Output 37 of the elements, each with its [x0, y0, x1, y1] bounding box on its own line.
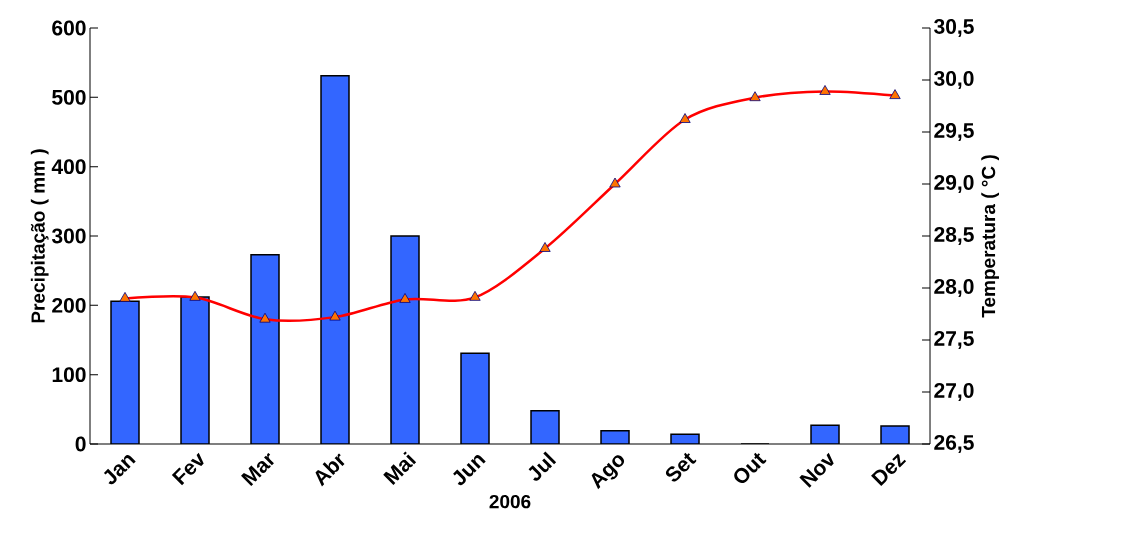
- y2-tick-label: 30,5: [934, 19, 974, 37]
- bar: [250, 253, 280, 444]
- x-tick-label: Set: [665, 452, 697, 482]
- bar: [110, 300, 140, 444]
- bar: [460, 352, 490, 444]
- x-axis-title: 2006: [489, 494, 531, 509]
- y-tick-label: 500: [52, 89, 86, 105]
- y2-axis-title: Temperatura ( °C ): [981, 155, 999, 318]
- x-tick-label: Out: [734, 452, 767, 484]
- y2-tick-label: 27,5: [934, 331, 974, 349]
- bar: [180, 296, 210, 444]
- x-tick-label: Mai: [383, 451, 417, 485]
- y-tick-label: 600: [52, 20, 86, 36]
- y2-tick-label: 29,5: [934, 123, 974, 141]
- y2-tick-label: 28,0: [934, 279, 974, 297]
- x-tick-label: Ago: [591, 455, 625, 490]
- y2-tick-label: 27,0: [934, 383, 974, 401]
- bar: [390, 235, 420, 444]
- x-tick-label: Dez: [871, 453, 907, 487]
- y2-tick-label: 30,0: [934, 71, 974, 89]
- x-tick-label: Jun: [453, 454, 486, 486]
- y2-tick-label: 26,5: [934, 435, 974, 453]
- y-axis-title: Precipitação ( mm ): [30, 149, 49, 323]
- x-tick-label: Nov: [799, 452, 834, 488]
- bar: [320, 75, 350, 444]
- x-tick-label: Jul: [528, 451, 557, 481]
- y-tick-label: 300: [51, 228, 86, 244]
- x-tick-label: Mar: [241, 452, 274, 487]
- y-tick-label: 100: [52, 367, 86, 383]
- x-tick-label: Fev: [171, 452, 204, 486]
- y-tick-label: 200: [52, 297, 86, 313]
- x-tick-label: Abr: [315, 453, 345, 487]
- y2-tick-label: 29,0: [934, 175, 974, 193]
- y-tick-label: 0: [75, 436, 86, 452]
- x-tick-label: Jan: [103, 454, 136, 485]
- y-tick-label: 400: [51, 159, 86, 175]
- y2-tick-label: 28,5: [934, 227, 974, 245]
